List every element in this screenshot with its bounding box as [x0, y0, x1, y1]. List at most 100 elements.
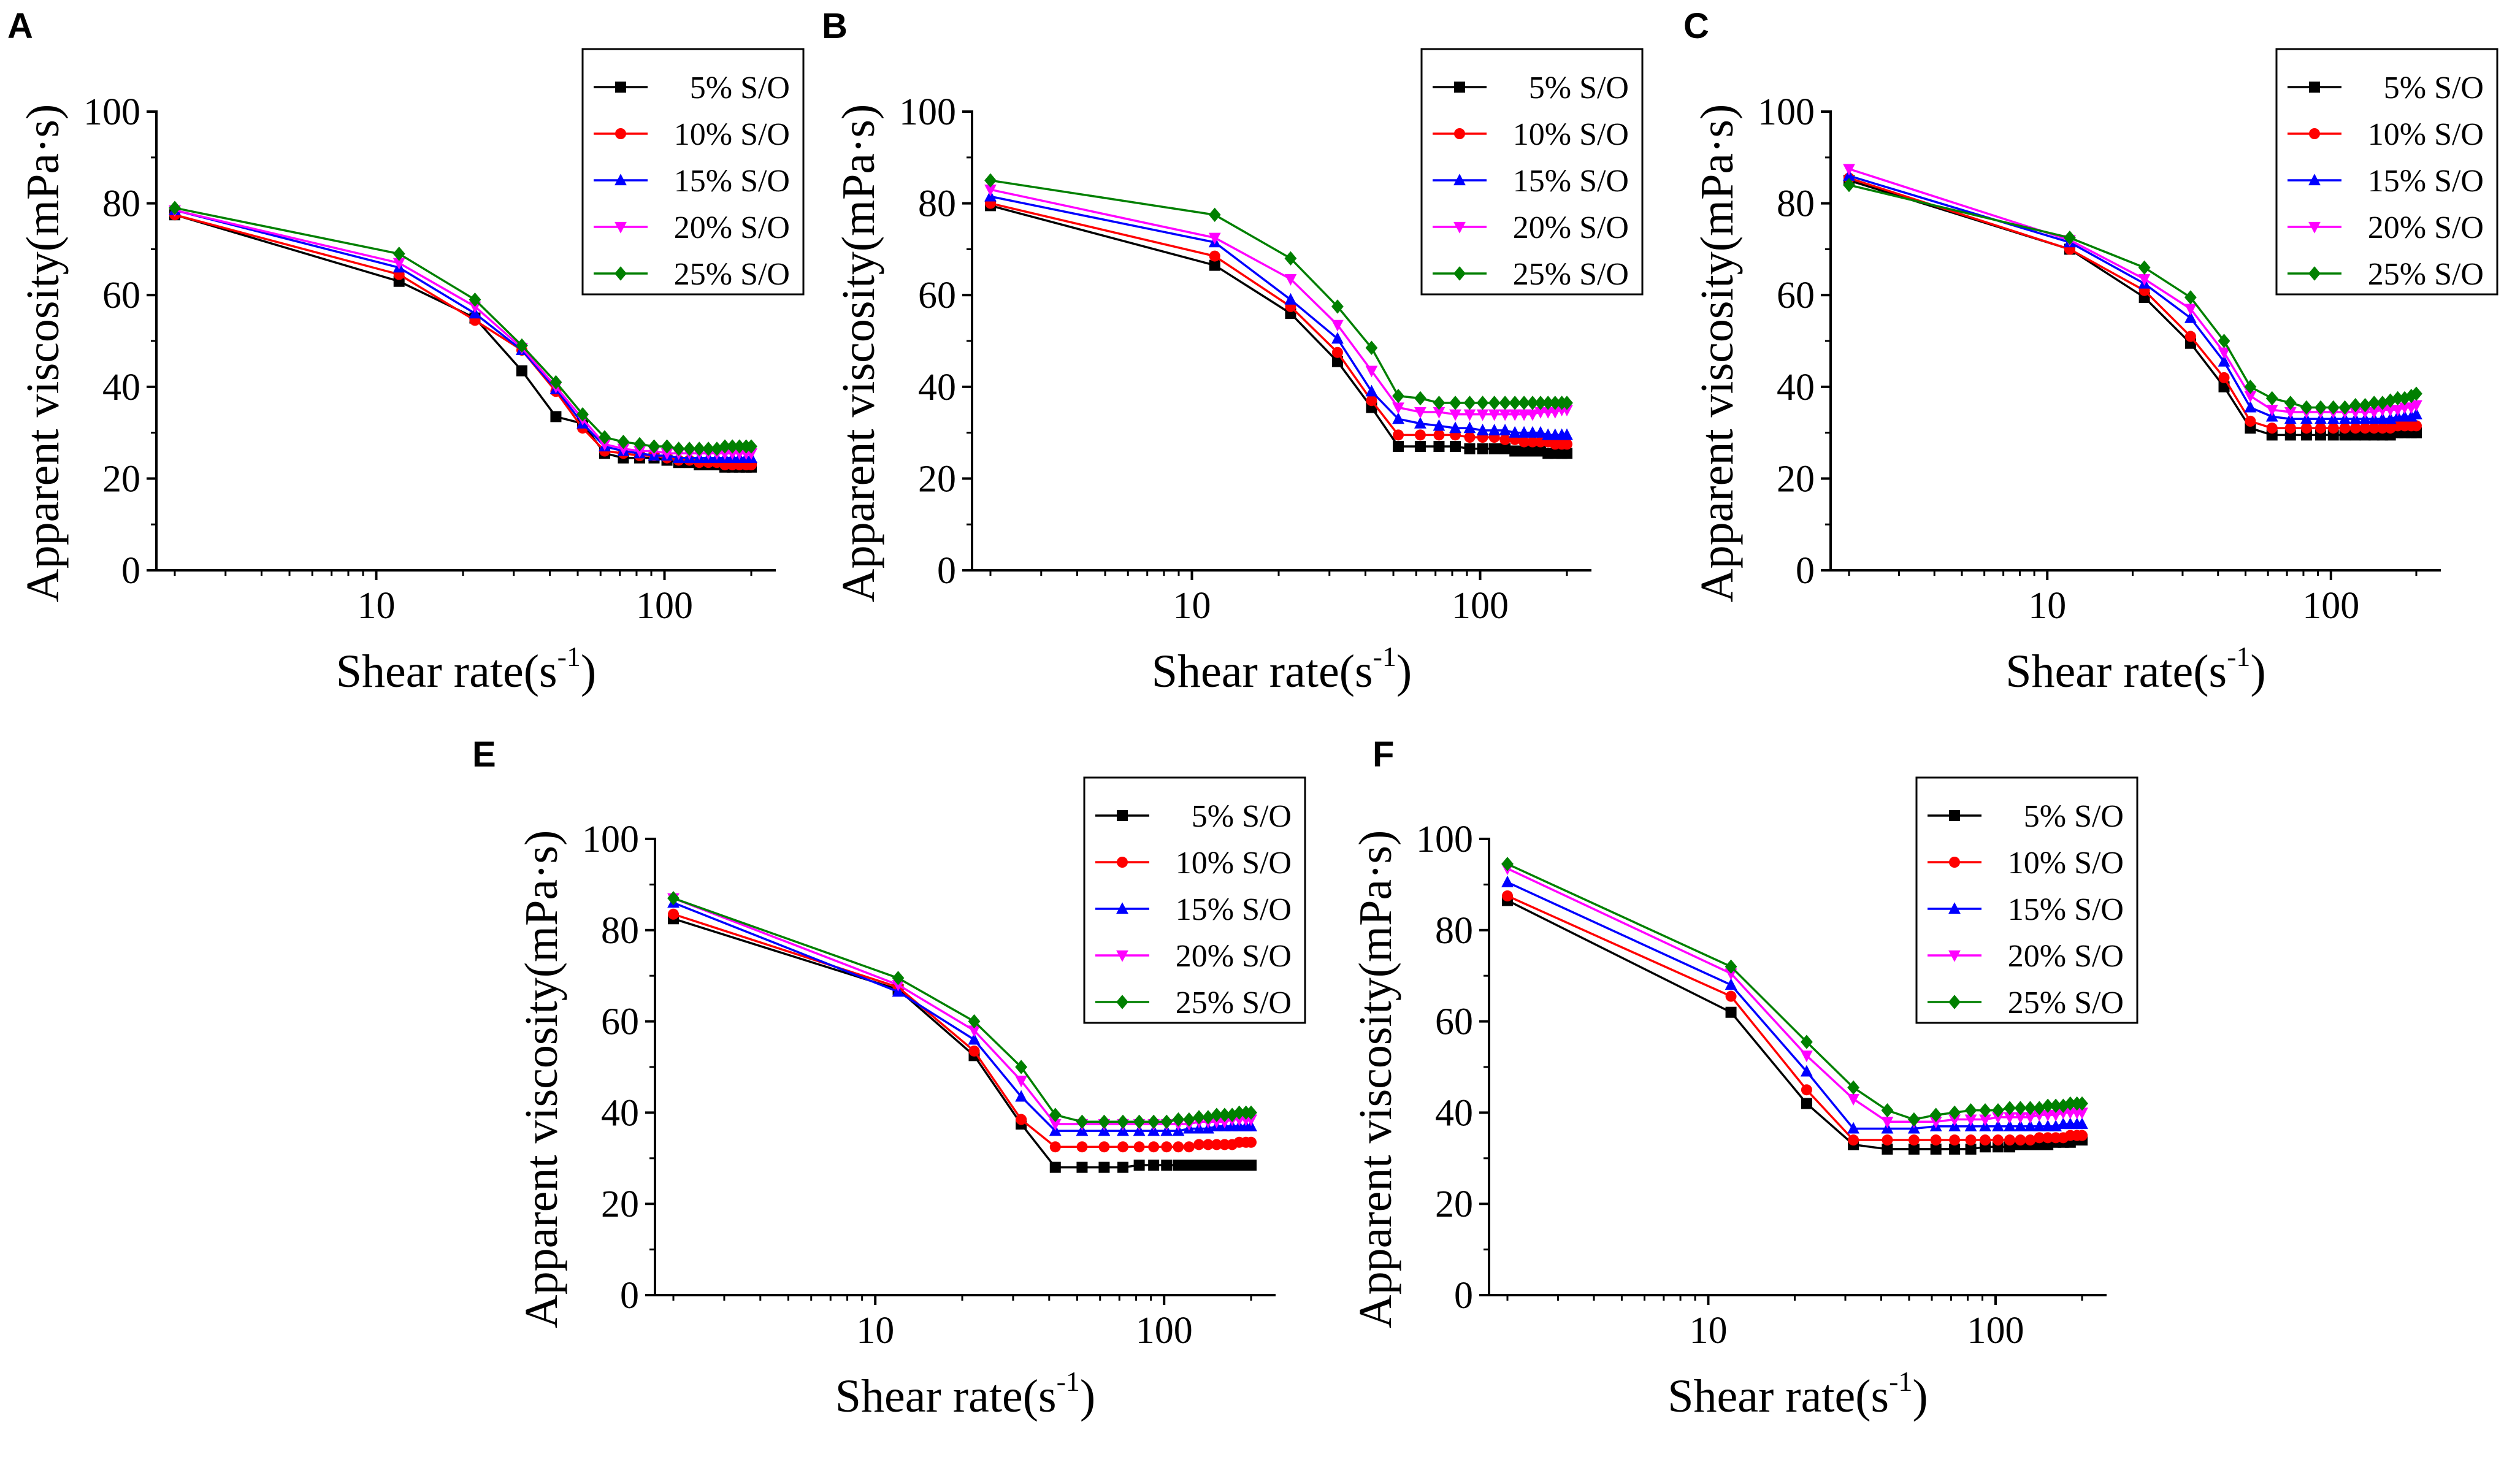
data-point: [1518, 445, 1530, 457]
data-point: [1843, 177, 1855, 193]
data-point: [1210, 1107, 1223, 1122]
data-point: [392, 258, 405, 270]
y-tick-label: 80: [601, 910, 639, 952]
y-tick-label: 40: [102, 367, 140, 408]
data-point: [1499, 409, 1512, 421]
data-point: [2033, 1119, 2046, 1131]
data-point: [1210, 1117, 1223, 1129]
x-tick-label: 10: [1173, 585, 1211, 627]
x-axis-title: Shear rate(s-1): [835, 1366, 1095, 1422]
data-point: [1488, 409, 1501, 421]
data-point: [2076, 1117, 2088, 1130]
data-point: [1463, 396, 1476, 410]
y-tick-label: 20: [102, 458, 140, 500]
y-tick-label: 100: [582, 819, 639, 860]
data-point: [2265, 405, 2278, 416]
data-point: [2014, 1119, 2027, 1131]
data-point: [2244, 380, 2257, 394]
data-point: [2391, 405, 2404, 416]
legend: 5% S/O 10% S/O 15% S/O 20% S/O 25% S/O: [581, 48, 805, 296]
legend-marker: [1948, 902, 1961, 914]
data-point: [1098, 1161, 1110, 1173]
y-tick-label: 60: [601, 1001, 639, 1043]
data-point: [1843, 164, 1855, 176]
data-point: [1725, 978, 1737, 990]
data-point: [1449, 396, 1461, 410]
data-point: [2376, 396, 2389, 410]
data-point: [1992, 1119, 2004, 1131]
y-tick-label: 100: [899, 91, 956, 133]
legend-marker: [615, 221, 627, 234]
data-point: [1076, 1161, 1088, 1173]
y-tick-label: 40: [601, 1092, 639, 1134]
data-point: [1549, 407, 1561, 419]
legend-label: 15% S/O: [1513, 164, 1629, 199]
data-point: [2024, 1119, 2037, 1131]
data-point: [617, 443, 630, 456]
data-point: [1930, 1143, 1942, 1155]
data-point: [1848, 1134, 1859, 1146]
legend-label: 15% S/O: [674, 164, 790, 199]
data-point: [1209, 259, 1220, 271]
data-point: [1449, 421, 1461, 434]
data-point: [1979, 1114, 1991, 1126]
data-point: [2014, 1112, 2027, 1124]
data-point: [1331, 332, 1344, 344]
data-point: [1965, 1134, 1977, 1146]
y-tick-label: 100: [1758, 91, 1815, 133]
y-tick-label: 80: [1435, 910, 1473, 952]
data-point: [1226, 1107, 1239, 1122]
data-point: [550, 411, 562, 423]
legend-marker: [2308, 174, 2321, 186]
data-point: [1518, 426, 1530, 438]
legend-label: 15% S/O: [2008, 892, 2124, 927]
x-tick-label: 100: [636, 585, 693, 627]
data-point: [2042, 1119, 2054, 1131]
data-point: [1331, 319, 1344, 332]
legend-label: 20% S/O: [2368, 210, 2484, 245]
x-tick-label: 100: [1136, 1310, 1193, 1352]
data-point: [1433, 429, 1445, 441]
data-point: [1488, 396, 1501, 410]
chart-panel-c: C 0 20 40 60 80 100 10 100 Shear rate(s-1) Apparen…: [1683, 6, 2498, 697]
data-point: [2184, 311, 2197, 323]
y-tick-label: 80: [918, 183, 956, 225]
data-point: [1881, 1103, 1894, 1118]
data-point: [1992, 1112, 2004, 1124]
chart-panel-e: E 0 20 40 60 80 100 10 100 Shear rate(s-1) Apparen…: [472, 735, 1306, 1422]
y-tick-label: 80: [1777, 183, 1815, 225]
x-tick-label: 10: [1689, 1310, 1727, 1352]
data-point: [1218, 1107, 1231, 1122]
data-point: [1992, 1103, 2004, 1118]
data-point: [1133, 1141, 1145, 1153]
chart-panel-a: A 0 20 40 60 80 100 10 100 Shear rate(s-1) Apparen…: [7, 6, 805, 697]
data-point: [733, 439, 746, 454]
legend: 5% S/O 10% S/O 15% S/O 20% S/O 25% S/O: [2275, 48, 2498, 296]
data-point: [2410, 407, 2422, 419]
chart-panel-b: B 0 20 40 60 80 100 10 100 Shear rate(s-1) Apparen…: [822, 6, 1644, 697]
panel-letter: C: [1683, 6, 1709, 46]
data-point: [634, 446, 646, 458]
legend-label: 20% S/O: [2008, 939, 2124, 974]
data-point: [1208, 232, 1221, 245]
data-point: [1526, 426, 1539, 438]
data-point: [745, 448, 757, 461]
data-point: [1392, 389, 1404, 404]
legend-label: 10% S/O: [1513, 117, 1629, 152]
legend-marker: [1948, 995, 1961, 1009]
data-point: [1449, 409, 1461, 421]
legend-marker: [615, 266, 627, 281]
data-point: [1450, 441, 1461, 453]
y-tick-label: 60: [1777, 275, 1815, 316]
data-point: [2042, 1132, 2054, 1144]
data-point: [2244, 400, 2257, 413]
panel-letter: B: [822, 6, 848, 46]
data-point: [1847, 1093, 1860, 1106]
legend-label: 5% S/O: [2024, 799, 2124, 834]
data-point: [1488, 443, 1500, 454]
data-point: [2284, 396, 2297, 410]
data-point: [1502, 890, 1513, 901]
data-point: [745, 439, 757, 454]
data-point: [2077, 1130, 2088, 1141]
